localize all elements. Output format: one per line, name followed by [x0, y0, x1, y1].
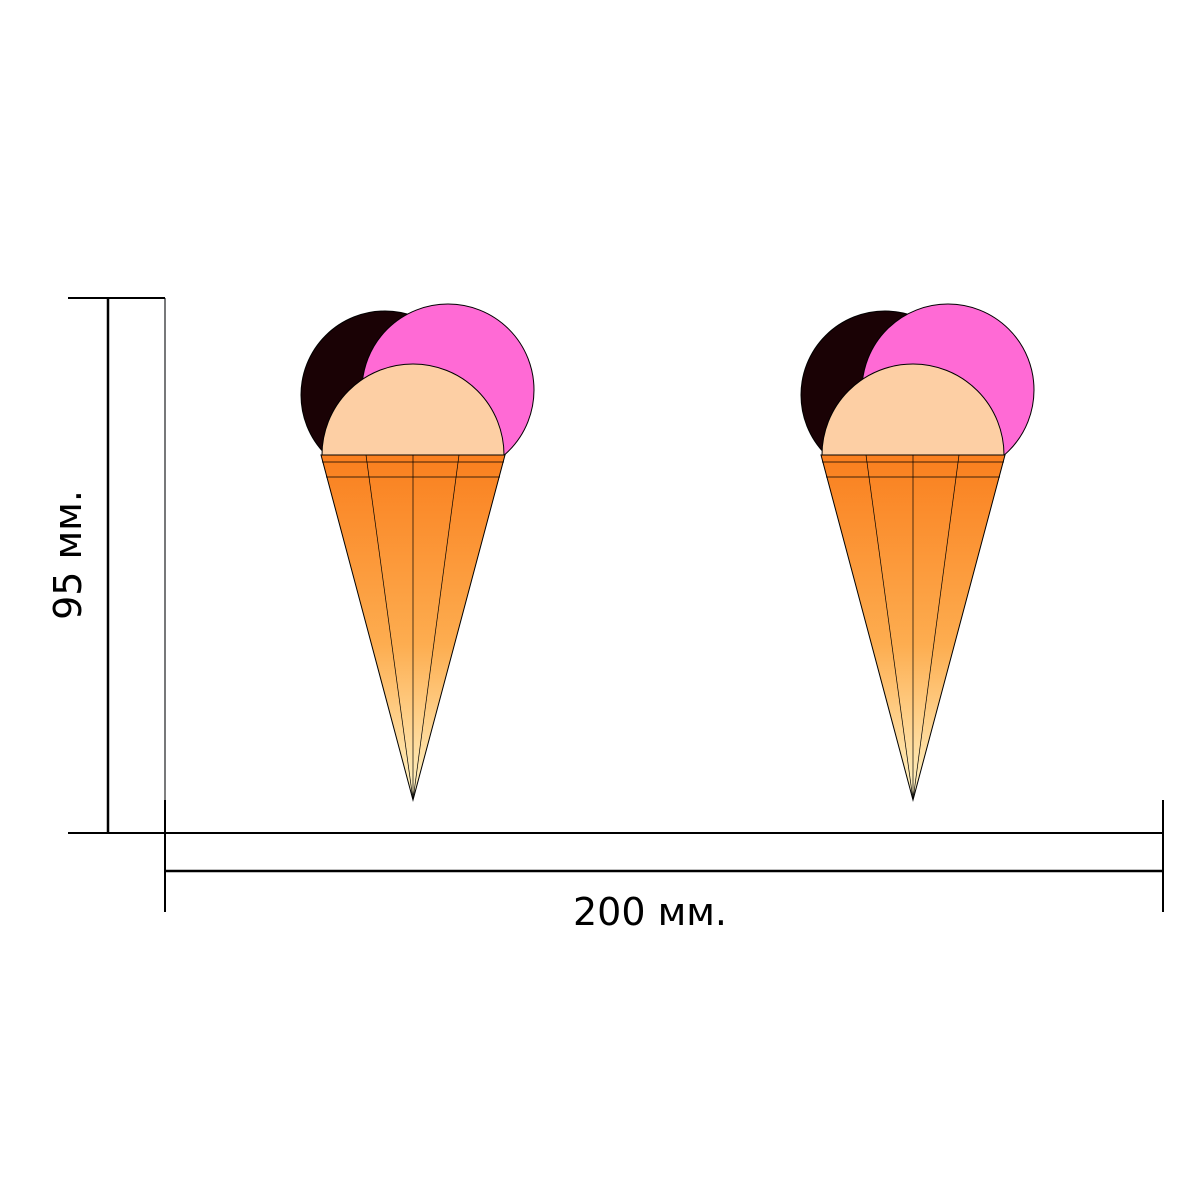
height-label: 95 мм.	[46, 490, 90, 620]
height-dimension: 95 мм.	[46, 297, 166, 834]
width-label: 200 мм.	[573, 890, 727, 934]
width-dimension: 200 мм.	[164, 800, 1164, 934]
ice-cream-cone-right	[800, 303, 1035, 801]
ice-cream-cone-left	[300, 303, 535, 801]
